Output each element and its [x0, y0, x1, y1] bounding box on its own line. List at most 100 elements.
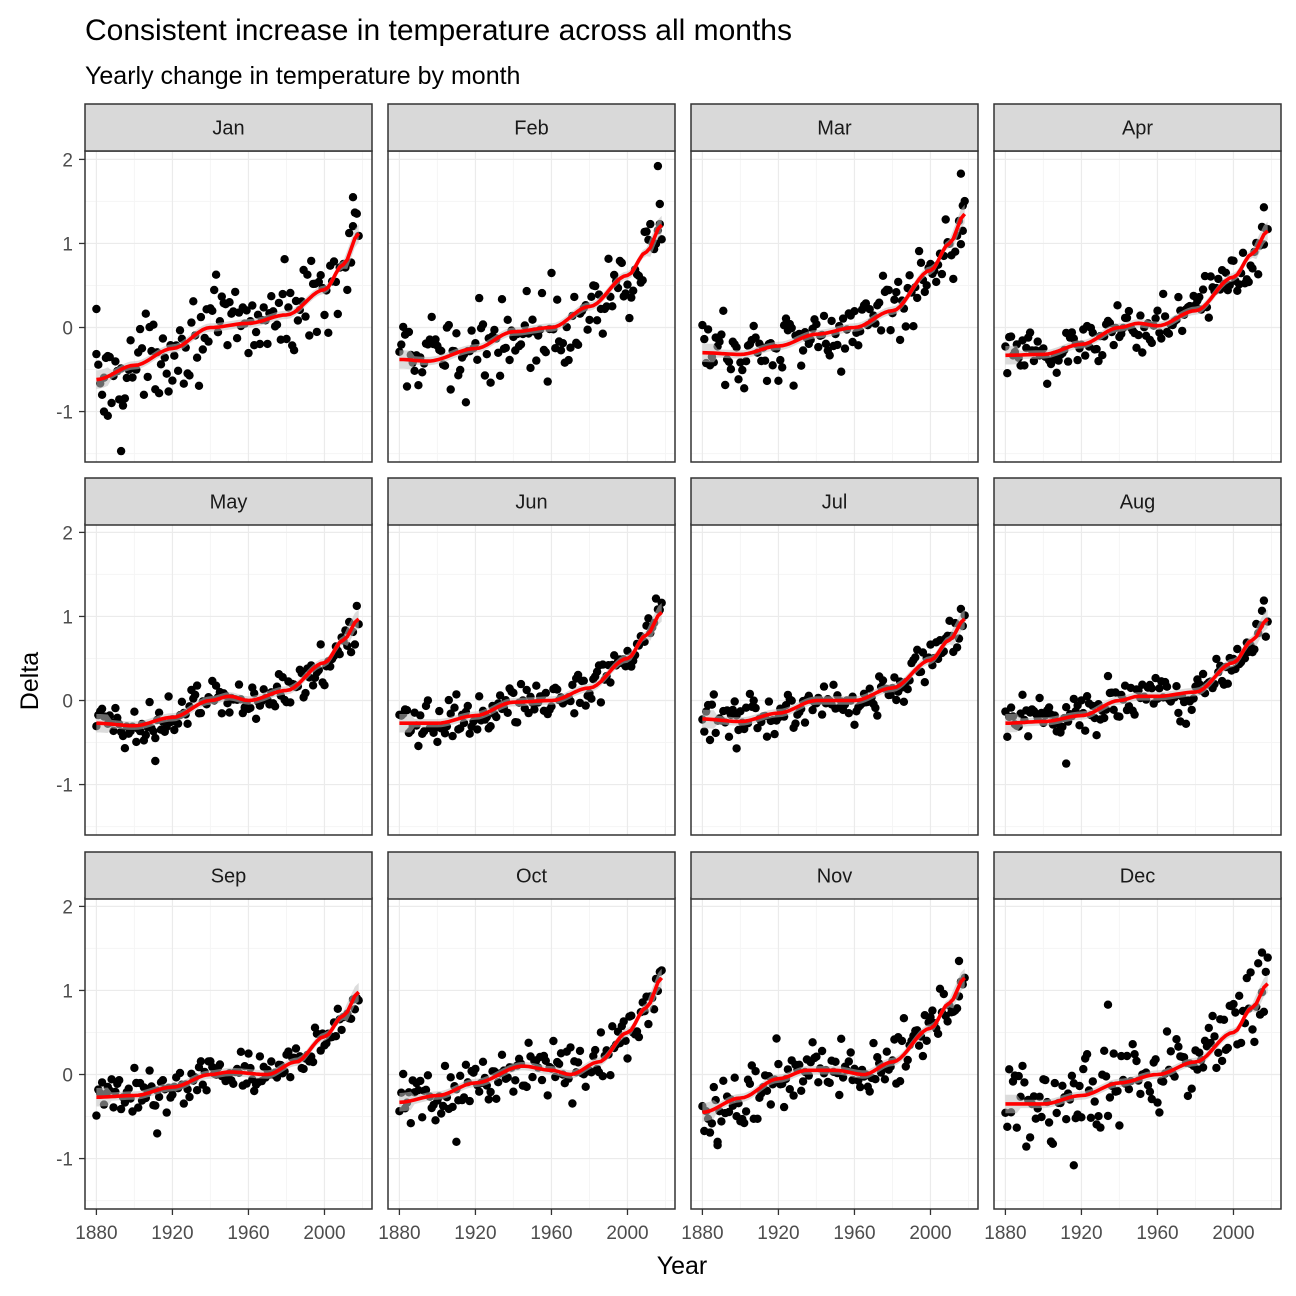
data-point — [350, 640, 360, 649]
data-point — [225, 708, 234, 717]
data-point — [1261, 632, 1271, 641]
data-point — [120, 744, 130, 753]
data-point — [170, 725, 179, 735]
panel-background — [994, 151, 1281, 462]
data-point — [623, 280, 632, 289]
data-point — [1238, 248, 1248, 257]
data-point — [1090, 1097, 1099, 1106]
data-point — [606, 1071, 615, 1080]
facet-strip-label: Sep — [211, 866, 247, 888]
data-point — [456, 1071, 465, 1081]
data-point — [1157, 334, 1166, 343]
data-point — [819, 682, 829, 691]
data-point — [700, 334, 709, 344]
data-point — [333, 1004, 342, 1013]
data-point — [1006, 703, 1016, 712]
data-point — [570, 709, 579, 718]
data-point — [284, 303, 293, 312]
data-point — [532, 356, 541, 365]
data-point — [185, 1092, 194, 1102]
data-point — [440, 729, 450, 738]
x-tick-label: 1960 — [530, 1223, 572, 1244]
facet-panel-jun: Jun — [387, 477, 676, 836]
data-point — [305, 331, 314, 340]
smooth-trend-line — [1005, 982, 1269, 1106]
y-tick-label: -1 — [56, 403, 73, 424]
data-point — [779, 1102, 789, 1112]
data-point — [604, 254, 613, 263]
chart-subtitle: Yearly change in temperature by month — [85, 62, 520, 90]
data-point — [263, 339, 272, 349]
data-point — [541, 348, 550, 357]
data-point — [1240, 654, 1250, 663]
data-point — [541, 1056, 550, 1066]
data-point — [337, 1025, 346, 1035]
data-point — [789, 381, 798, 390]
data-point — [215, 1060, 225, 1069]
data-point — [882, 1047, 891, 1056]
data-point — [1174, 708, 1183, 718]
data-point — [503, 315, 512, 324]
data-point — [416, 1076, 425, 1086]
data-point — [547, 268, 556, 278]
data-point — [145, 1066, 154, 1075]
data-point — [1063, 357, 1073, 366]
smooth-trend-line — [702, 212, 967, 357]
data-point — [918, 648, 928, 657]
data-point — [922, 1036, 931, 1046]
data-point — [1025, 328, 1035, 337]
data-point — [913, 293, 922, 303]
data-point — [709, 690, 718, 699]
data-point — [124, 1084, 133, 1093]
data-point — [1261, 967, 1271, 977]
data-point — [151, 733, 160, 743]
data-point — [724, 732, 734, 741]
data-point — [865, 1087, 874, 1096]
data-point — [475, 692, 484, 701]
data-point — [524, 1038, 533, 1048]
data-point — [1195, 292, 1204, 302]
x-tick-label: 1960 — [227, 1223, 269, 1244]
data-point — [202, 1086, 211, 1095]
data-point — [1077, 1113, 1086, 1122]
facet-strip — [84, 851, 373, 900]
data-point — [583, 325, 592, 334]
data-point — [414, 741, 423, 751]
data-point — [1088, 328, 1098, 337]
data-point — [291, 1044, 301, 1053]
facet-strip — [690, 851, 979, 900]
facet-panel-nov: Nov 1880 1920 1960 2000 — [681, 851, 979, 1244]
data-point — [259, 303, 268, 312]
y-tick-label: 2 — [62, 150, 73, 171]
data-point — [726, 365, 736, 374]
data-point — [154, 708, 164, 717]
data-point — [903, 1055, 912, 1065]
data-point — [414, 381, 423, 390]
y-tick-label: 2 — [62, 523, 73, 544]
data-point — [187, 318, 196, 327]
data-point — [509, 688, 518, 698]
y-axis-title: Delta — [16, 652, 44, 710]
data-point — [1162, 682, 1172, 691]
data-point — [1221, 268, 1231, 277]
y-tick-label: 0 — [62, 692, 73, 713]
data-point — [655, 199, 664, 209]
data-point — [1136, 1089, 1145, 1099]
data-point — [741, 1107, 751, 1116]
data-point — [109, 1103, 118, 1112]
data-point — [573, 670, 583, 680]
data-point — [1250, 1037, 1259, 1047]
data-point — [817, 1046, 827, 1056]
data-point — [566, 1043, 575, 1052]
data-point — [1052, 1108, 1061, 1118]
data-point — [217, 292, 226, 301]
data-point — [844, 709, 853, 718]
data-point — [530, 705, 539, 714]
data-point — [1187, 705, 1196, 715]
data-point — [1069, 1161, 1079, 1170]
data-point — [399, 1069, 408, 1079]
facet-strip — [387, 103, 676, 152]
data-point — [596, 1028, 606, 1037]
data-point — [901, 322, 910, 331]
data-point — [286, 288, 295, 298]
